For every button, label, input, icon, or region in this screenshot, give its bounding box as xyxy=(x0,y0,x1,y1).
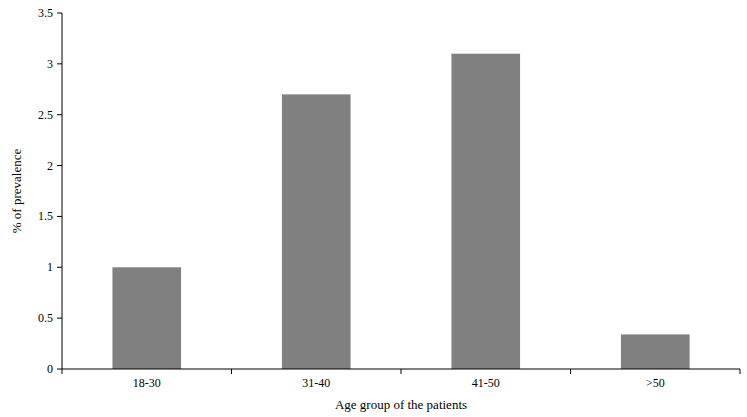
y-tick xyxy=(57,63,62,64)
x-tick xyxy=(231,369,232,374)
x-axis-label: Age group of the patients xyxy=(335,397,467,412)
y-tick-label: 2.5 xyxy=(38,108,53,122)
x-tick xyxy=(570,369,571,374)
x-tick xyxy=(62,369,63,374)
y-tick xyxy=(57,13,62,14)
y-tick xyxy=(57,114,62,115)
x-tick xyxy=(401,369,402,374)
y-tick-label: 2 xyxy=(47,159,53,173)
y-tick xyxy=(57,165,62,166)
x-tick-label: 31-40 xyxy=(302,376,330,390)
y-tick xyxy=(57,369,62,370)
bar xyxy=(621,334,690,369)
y-tick-label: 1 xyxy=(47,260,53,274)
y-tick xyxy=(57,318,62,319)
y-tick-label: 3 xyxy=(47,57,53,71)
chart: 0 0.5 1 1.5 2 2.5 3 3.5 18-30 31-40 41-50 >50 Age gr… xyxy=(0,0,747,417)
x-tick-label: >50 xyxy=(646,376,665,390)
y-tick xyxy=(57,267,62,268)
bars xyxy=(112,54,689,369)
y-tick-label: 0 xyxy=(47,362,53,376)
x-tick xyxy=(740,369,741,374)
bar xyxy=(282,94,351,369)
y-tick-label: 1.5 xyxy=(38,209,53,223)
bar xyxy=(112,267,181,369)
x-tick-label: 18-30 xyxy=(133,376,161,390)
y-tick xyxy=(57,216,62,217)
y-tick-label: 0.5 xyxy=(38,311,53,325)
bar xyxy=(451,54,520,369)
y-axis-label: % of prevalence xyxy=(9,149,24,234)
y-axis-line xyxy=(62,13,63,369)
y-tick-label: 3.5 xyxy=(38,6,53,20)
x-tick-label: 41-50 xyxy=(472,376,500,390)
